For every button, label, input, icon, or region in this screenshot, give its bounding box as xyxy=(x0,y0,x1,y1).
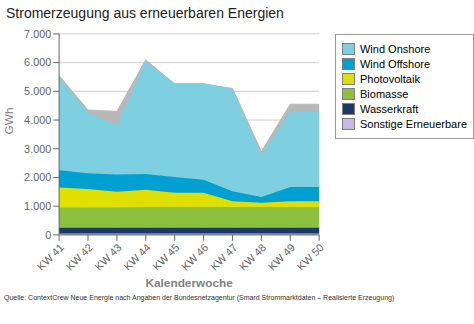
svg-text:KW 46: KW 46 xyxy=(179,241,210,272)
svg-text:KW 45: KW 45 xyxy=(150,241,181,272)
svg-text:4.000: 4.000 xyxy=(24,114,51,126)
html-text:Stromerzeugung aus erneuerbare: Stromerzeugung aus erneuerbaren Energien xyxy=(6,5,284,21)
html-text:Wasserkraft: Wasserkraft xyxy=(360,103,419,115)
svg-text:KW 49: KW 49 xyxy=(266,241,297,272)
html-text:Photovoltaik: Photovoltaik xyxy=(360,73,420,85)
svg-text:KW 44: KW 44 xyxy=(121,241,152,272)
svg-text:2.000: 2.000 xyxy=(24,171,51,183)
svg-text:KW 42: KW 42 xyxy=(63,241,94,272)
svg-text:1.000: 1.000 xyxy=(24,200,51,212)
svg-text:6.000: 6.000 xyxy=(24,56,51,68)
svg-text:5.000: 5.000 xyxy=(24,85,51,97)
svg-text:KW 50: KW 50 xyxy=(295,241,326,272)
svg-text:3.000: 3.000 xyxy=(24,143,51,155)
html-text:Wind Onshore: Wind Onshore xyxy=(360,43,431,55)
html-text:Sonstige Erneuerbare: Sonstige Erneuerbare xyxy=(360,118,467,130)
html-text:Quelle: ContextCrew Neue Energ: Quelle: ContextCrew Neue Energie nach An… xyxy=(4,294,395,301)
html-text:Wind Offshore: Wind Offshore xyxy=(360,58,431,70)
svg-text:GWh: GWh xyxy=(8,107,16,134)
svg-text:7.000: 7.000 xyxy=(24,28,51,40)
svg-text:KW 41: KW 41 xyxy=(34,241,65,272)
svg-text:KW 48: KW 48 xyxy=(237,241,268,272)
svg-text:0: 0 xyxy=(45,229,51,241)
svg-text:Kalenderwoche: Kalenderwoche xyxy=(145,276,233,290)
html-text:Biomasse: Biomasse xyxy=(360,88,409,100)
svg-text:KW 47: KW 47 xyxy=(208,241,239,272)
svg-text:KW 43: KW 43 xyxy=(92,241,123,272)
